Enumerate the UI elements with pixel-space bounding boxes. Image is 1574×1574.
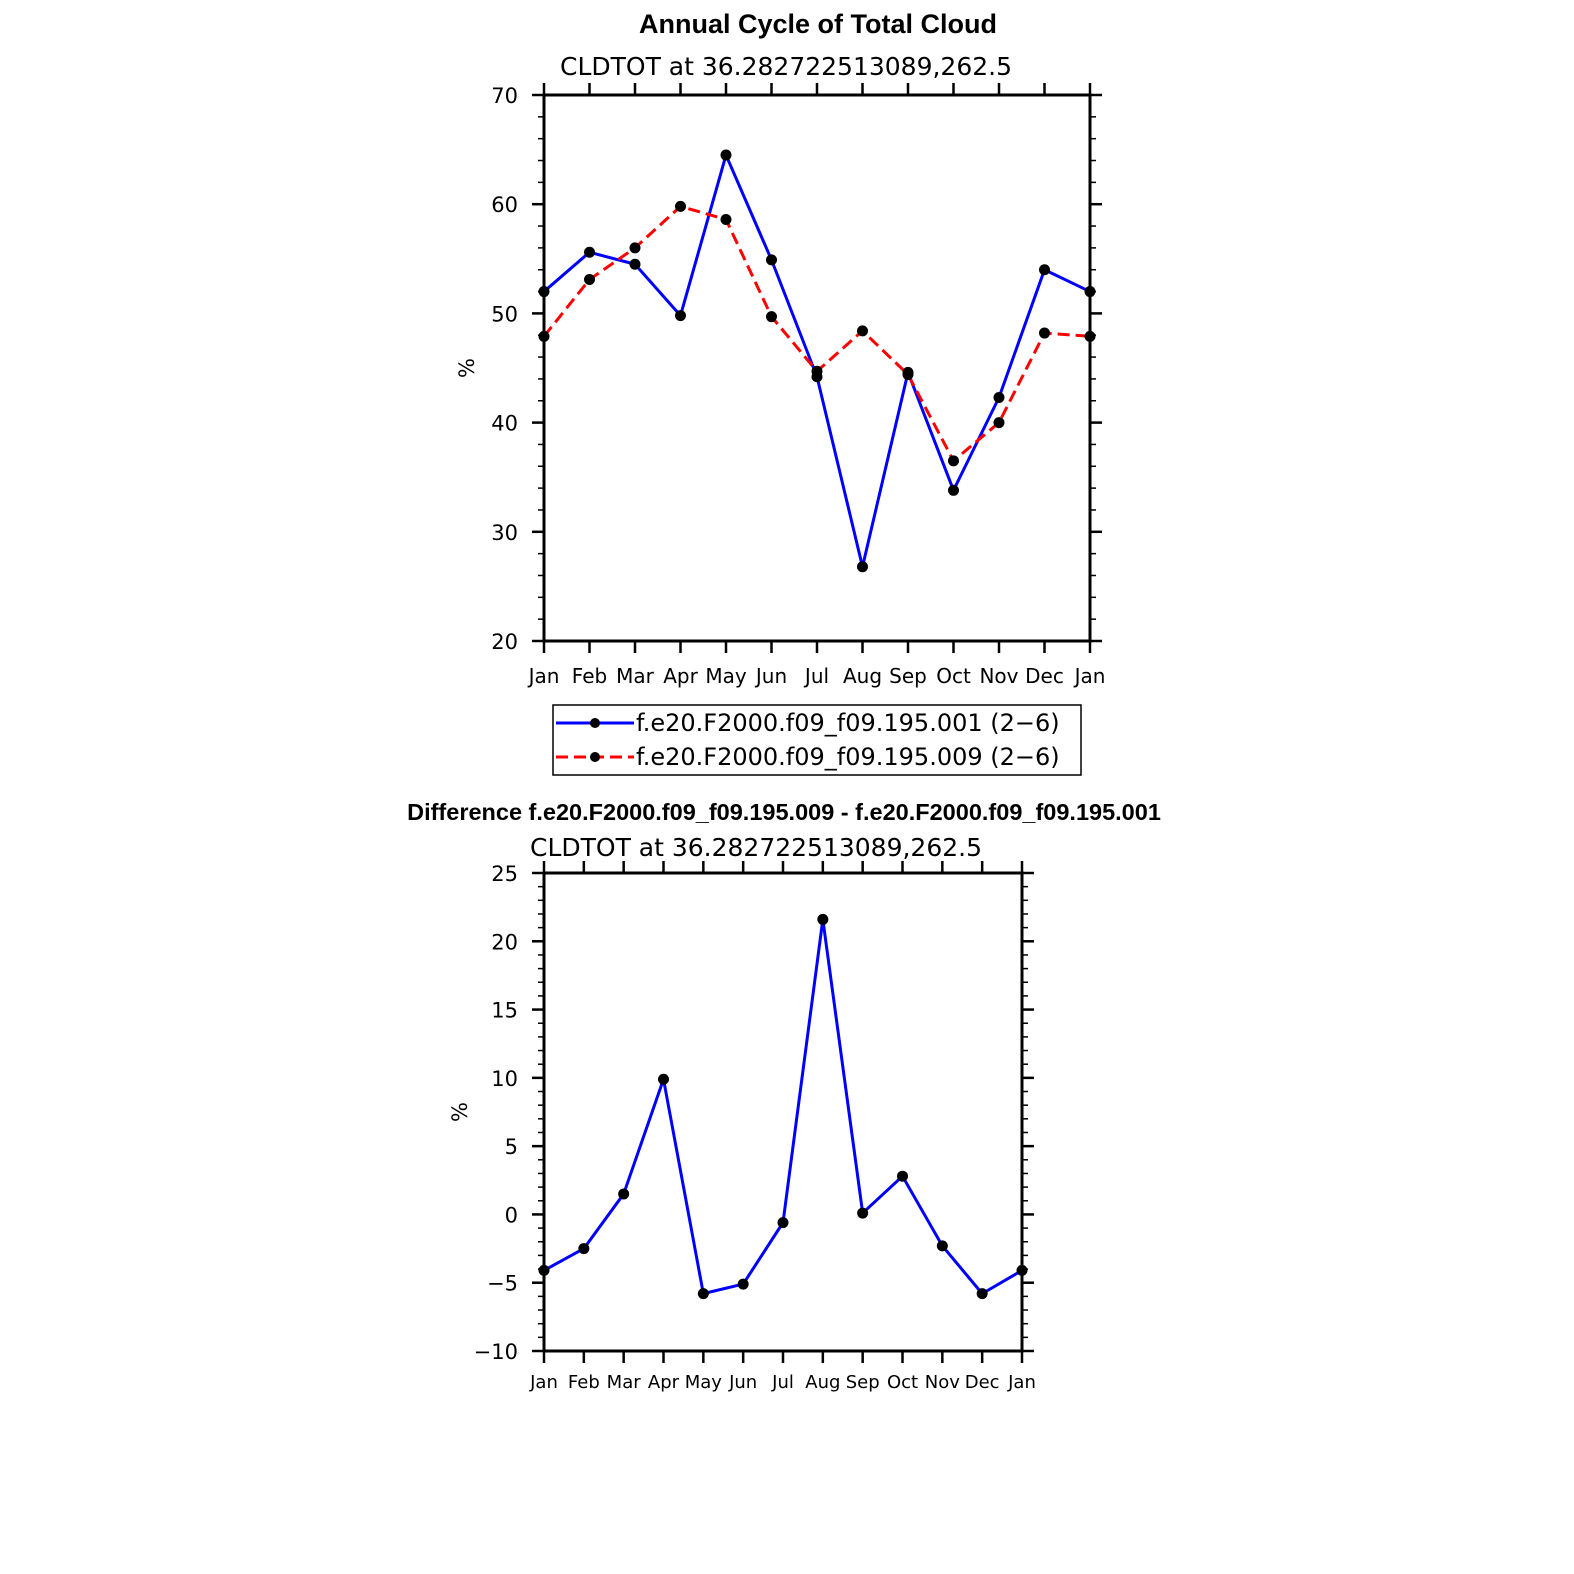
data-point — [993, 417, 1005, 429]
x-tick-label: Jun — [754, 664, 787, 688]
y-tick-label: 15 — [491, 999, 518, 1023]
series-line-2 — [542, 204, 1091, 463]
x-tick-label: Oct — [936, 664, 971, 688]
data-point — [720, 149, 732, 161]
series-line-1 — [543, 917, 1023, 1296]
data-point — [948, 455, 959, 467]
x-tick-label: Jun — [728, 1372, 757, 1393]
x-tick-label: Sep — [846, 1372, 880, 1393]
chart-title: Difference f.e20.F2000.f09_f09.195.009 -… — [407, 799, 1161, 825]
data-point — [897, 1170, 908, 1182]
annual-cycle-panel: Annual Cycle of Total Cloud CLDTOT at 36… — [455, 9, 1105, 776]
data-point — [993, 391, 1005, 403]
chart-title: Annual Cycle of Total Cloud — [639, 9, 997, 39]
data-point — [948, 484, 959, 496]
y-tick-label: −5 — [487, 1272, 518, 1296]
data-point — [720, 213, 732, 225]
x-tick-label: Nov — [979, 664, 1018, 688]
x-tick-label: Nov — [925, 1372, 960, 1393]
y-tick-label: 10 — [491, 1067, 518, 1091]
data-point — [629, 242, 641, 254]
data-point — [658, 1073, 669, 1085]
data-point — [584, 246, 595, 258]
x-tick-label: Feb — [572, 664, 607, 688]
data-point — [629, 258, 641, 270]
x-tick-label: May — [705, 664, 747, 688]
x-tick-label: Mar — [607, 1372, 642, 1393]
data-point — [857, 1207, 869, 1219]
data-point — [766, 254, 777, 266]
chart-subtitle: CLDTOT at 36.282722513089,262.5 — [530, 833, 982, 862]
legend-label-1: f.e20.F2000.f09_f09.195.001 (2−6) — [636, 709, 1060, 737]
x-tick-label: Jan — [1073, 664, 1106, 688]
data-point — [777, 1217, 789, 1229]
x-tick-label: Mar — [616, 664, 655, 688]
x-tick-label: Jan — [529, 1372, 558, 1393]
data-point — [578, 1243, 590, 1255]
x-tick-label: May — [685, 1372, 723, 1393]
x-tick-label: Aug — [805, 1372, 840, 1393]
data-point — [857, 325, 868, 337]
data-point — [902, 369, 914, 381]
x-tick-label: Aug — [843, 664, 882, 688]
plot-area — [538, 149, 1096, 573]
data-point — [584, 274, 595, 286]
y-tick-label: 20 — [491, 930, 518, 954]
x-tick-label: Feb — [568, 1372, 600, 1393]
data-point — [697, 1288, 709, 1300]
y-tick-label: 25 — [491, 862, 518, 886]
series-line-1 — [543, 153, 1091, 569]
x-tick-label: Oct — [887, 1372, 918, 1393]
axis-ticks: Jan Feb Mar Apr May Jun Jul Aug Sep Oct Nov Dec Jan−… — [474, 861, 1036, 1393]
data-point — [817, 913, 829, 925]
plot-frame — [542, 93, 1092, 643]
data-point — [976, 1288, 988, 1300]
y-tick-label: 60 — [491, 193, 518, 217]
x-tick-label: Apr — [663, 664, 698, 688]
plot-area — [538, 913, 1028, 1300]
legend-marker-1 — [590, 718, 600, 728]
y-tick-label: −10 — [474, 1340, 518, 1364]
data-point — [766, 311, 777, 323]
y-tick-label: 0 — [505, 1203, 518, 1227]
x-tick-label: Jul — [771, 1372, 794, 1393]
axis-ticks: Jan Feb Mar Apr May Jun Jul Aug Sep Oct Nov Dec Jan 2… — [491, 83, 1105, 688]
y-tick-label: 20 — [491, 630, 518, 654]
y-tick-label: 5 — [505, 1135, 518, 1159]
data-point — [618, 1188, 630, 1200]
y-axis-label: % — [448, 1102, 472, 1122]
x-tick-label: Apr — [648, 1372, 680, 1393]
x-tick-label: Dec — [1025, 664, 1064, 688]
legend: f.e20.F2000.f09_f09.195.001 (2−6) f.e20.… — [552, 704, 1082, 776]
x-tick-label: Sep — [889, 664, 927, 688]
data-point — [675, 310, 686, 322]
x-tick-label: Dec — [965, 1372, 1000, 1393]
data-point — [936, 1240, 948, 1252]
data-point — [737, 1278, 749, 1290]
legend-marker-2 — [590, 752, 600, 762]
data-point — [857, 561, 868, 573]
plot-frame — [542, 871, 1024, 1353]
x-tick-label: Jan — [527, 664, 560, 688]
difference-panel: Difference f.e20.F2000.f09_f09.195.009 -… — [407, 799, 1161, 1393]
data-point — [1039, 264, 1050, 276]
y-tick-label: 40 — [491, 412, 518, 436]
data-point — [1039, 327, 1050, 339]
x-tick-label: Jul — [803, 664, 829, 688]
y-axis-label: % — [455, 358, 479, 378]
legend-box — [552, 704, 1082, 776]
y-tick-label: 30 — [491, 521, 518, 545]
legend-label-2: f.e20.F2000.f09_f09.195.009 (2−6) — [636, 743, 1060, 771]
y-tick-label: 50 — [491, 302, 518, 326]
chart-subtitle: CLDTOT at 36.282722513089,262.5 — [560, 52, 1012, 81]
x-tick-label: Jan — [1007, 1372, 1036, 1393]
data-point — [811, 365, 823, 377]
y-tick-label: 70 — [491, 84, 518, 108]
data-point — [675, 200, 686, 212]
